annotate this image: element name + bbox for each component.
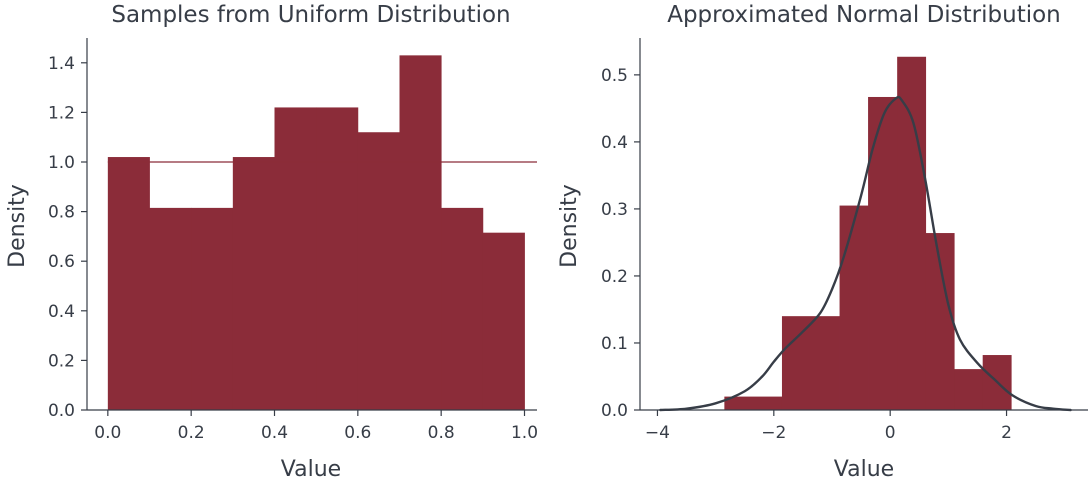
uniform-y-axis-label: Density <box>5 184 30 268</box>
uniform-y-tick-label-6: 1.2 <box>48 103 75 123</box>
uniform-y-tick-label-0: 0.0 <box>48 401 75 421</box>
normal-histogram-panel: Approximated Normal Distribution Value D… <box>557 2 1088 482</box>
uniform-histogram-bar-0 <box>107 157 150 410</box>
uniform-histogram-bar-8 <box>441 207 484 410</box>
uniform-x-axis-label: Value <box>281 457 341 482</box>
normal-x-tick-label-3: 2 <box>1001 423 1012 443</box>
uniform-histogram-bar-3 <box>232 157 275 410</box>
uniform-y-tick-label-4: 0.8 <box>48 203 75 223</box>
normal-y-tick-label-5: 0.5 <box>601 66 628 86</box>
uniform-x-tick-label-0: 0.0 <box>94 423 121 443</box>
normal-histogram-bar-1 <box>781 316 840 410</box>
uniform-bars <box>107 55 525 411</box>
normal-y-tick-label-3: 0.3 <box>601 200 628 220</box>
uniform-y-tick-label-7: 1.4 <box>48 54 75 74</box>
normal-y-tick-label-1: 0.1 <box>601 334 628 354</box>
normal-x-tick-label-2: 0 <box>885 423 896 443</box>
normal-x-axis-label: Value <box>834 457 894 482</box>
normal-y-axis-label: Density <box>557 184 582 268</box>
normal-histogram-bar-3 <box>868 96 898 410</box>
uniform-y-tick-label-1: 0.2 <box>48 351 75 371</box>
normal-histogram-bar-4 <box>897 56 927 411</box>
uniform-y-tick-label-5: 1.0 <box>48 153 75 173</box>
uniform-axes: 0.0 0.2 0.4 0.6 0.8 1.0 0.0 0.2 0.4 0.6 0.8 1.0 1.2 1… <box>48 38 538 443</box>
uniform-x-tick-label-5: 1.0 <box>511 423 538 443</box>
normal-kde-curve <box>659 95 1072 412</box>
uniform-y-tick-label-3: 0.6 <box>48 252 75 272</box>
normal-chart-title: Approximated Normal Distribution <box>667 2 1061 28</box>
normal-y-tick-label-2: 0.2 <box>601 267 628 287</box>
uniform-histogram-bar-6 <box>357 132 400 411</box>
normal-histogram-bar-0 <box>724 396 783 410</box>
uniform-y-tick-label-2: 0.4 <box>48 302 75 322</box>
normal-kde-group <box>659 95 1072 412</box>
uniform-histogram-bar-1 <box>149 207 192 410</box>
normal-histogram-bar-2 <box>839 205 869 410</box>
normal-bars <box>724 56 1012 411</box>
uniform-histogram-bar-9 <box>482 232 525 410</box>
uniform-histogram-bar-2 <box>191 207 234 410</box>
normal-x-tick-label-1: −2 <box>761 423 786 443</box>
uniform-x-tick-label-2: 0.4 <box>261 423 288 443</box>
uniform-histogram-bar-5 <box>316 107 359 410</box>
uniform-histogram-panel: Samples from Uniform Distribution Value … <box>5 2 538 482</box>
normal-y-tick-label-4: 0.4 <box>601 133 628 153</box>
uniform-chart-title: Samples from Uniform Distribution <box>111 2 510 28</box>
uniform-histogram-bar-7 <box>399 55 442 411</box>
normal-y-tick-label-0: 0.0 <box>601 401 628 421</box>
normal-x-tick-label-0: −4 <box>645 423 670 443</box>
uniform-histogram-bar-4 <box>274 107 317 410</box>
normal-axes: −4 −2 0 2 0.0 0.1 0.2 0.3 0.4 0.5 <box>601 38 1088 443</box>
uniform-x-tick-label-4: 0.8 <box>428 423 455 443</box>
uniform-x-tick-label-1: 0.2 <box>178 423 205 443</box>
uniform-x-tick-label-3: 0.6 <box>344 423 371 443</box>
normal-histogram-bar-6 <box>954 369 984 410</box>
